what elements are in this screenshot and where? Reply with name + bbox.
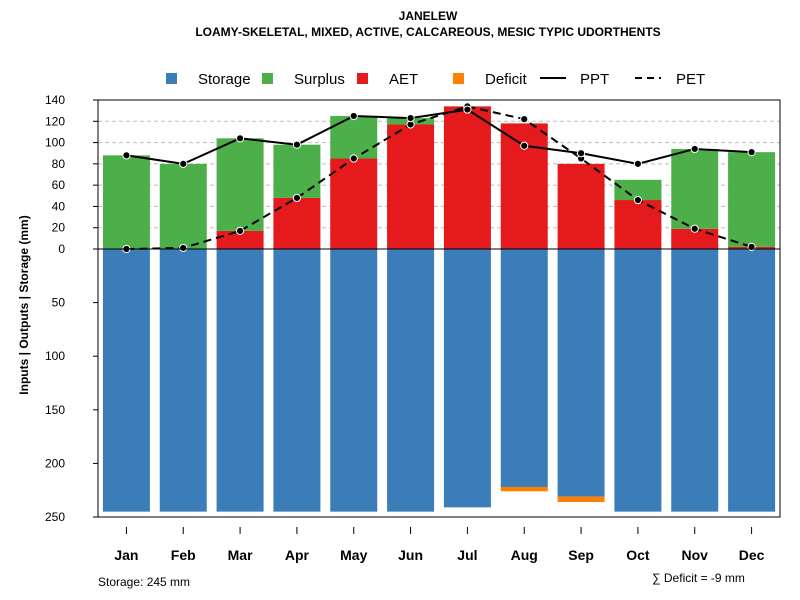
pet-point bbox=[349, 154, 358, 163]
x-tick-label: Sep bbox=[568, 547, 594, 563]
ppt-point bbox=[122, 151, 131, 160]
y-tick-label: 200 bbox=[45, 456, 65, 470]
y-tick-label: 40 bbox=[52, 199, 66, 213]
pet-point bbox=[690, 224, 699, 233]
x-tick-label: Jul bbox=[457, 547, 477, 563]
surplus-bar bbox=[102, 155, 150, 249]
y-tick-label: 20 bbox=[52, 221, 66, 235]
surplus-bar bbox=[273, 144, 321, 198]
legend-deficit-swatch bbox=[453, 73, 464, 84]
y-tick-label: 140 bbox=[45, 93, 65, 107]
x-tick-label: Dec bbox=[739, 547, 765, 563]
x-tick-label: Nov bbox=[682, 547, 709, 563]
x-tick-label: Jan bbox=[114, 547, 138, 563]
x-tick-label: Apr bbox=[285, 547, 310, 563]
ppt-point bbox=[406, 113, 415, 123]
ppt-point bbox=[235, 134, 245, 143]
chart-subtitle: LOAMY-SKELETAL, MIXED, ACTIVE, CALCAREOU… bbox=[195, 25, 660, 39]
pet-point bbox=[520, 115, 529, 124]
storage-bar bbox=[102, 249, 150, 512]
ppt-point bbox=[292, 140, 302, 149]
ppt-point bbox=[349, 111, 358, 121]
legend-surplus-label: Surplus bbox=[294, 71, 345, 88]
storage-bar bbox=[728, 249, 776, 512]
y-tick-label: 120 bbox=[45, 114, 65, 128]
x-tick-label: Feb bbox=[171, 547, 196, 563]
surplus-bar bbox=[330, 115, 378, 159]
storage-bar bbox=[216, 249, 264, 512]
y-tick-label: 150 bbox=[45, 403, 65, 417]
ppt-point bbox=[690, 144, 699, 154]
ppt-point bbox=[179, 159, 188, 168]
storage-bar bbox=[443, 249, 491, 508]
aet-bar bbox=[443, 106, 491, 249]
deficit-bar bbox=[500, 486, 548, 492]
surplus-bar bbox=[159, 163, 207, 249]
legend-aet-swatch bbox=[357, 73, 368, 84]
storage-bar bbox=[557, 249, 605, 497]
x-tick-label: Jun bbox=[398, 547, 423, 563]
y-tick-label: 80 bbox=[52, 157, 66, 171]
legend-aet-label: AET bbox=[389, 71, 418, 88]
storage-bar bbox=[500, 249, 548, 487]
y-tick-label: 250 bbox=[45, 510, 65, 524]
ppt-point bbox=[463, 105, 472, 114]
aet-bar bbox=[671, 228, 719, 249]
aet-bar bbox=[273, 197, 321, 249]
ppt-point bbox=[633, 159, 643, 168]
pet-point bbox=[292, 193, 302, 203]
ppt-point bbox=[576, 149, 586, 158]
legend-deficit-label: Deficit bbox=[485, 71, 528, 88]
aet-bar bbox=[557, 163, 605, 249]
pet-point bbox=[235, 226, 245, 236]
x-tick-label: Aug bbox=[511, 547, 538, 563]
ppt-point bbox=[520, 141, 529, 150]
y-tick-label: 0 bbox=[58, 242, 65, 256]
aet-bar bbox=[330, 158, 378, 249]
pet-point bbox=[633, 195, 643, 205]
deficit-bar bbox=[557, 496, 605, 502]
pet-point bbox=[179, 243, 188, 253]
chart-title: JANELEW bbox=[399, 9, 458, 23]
aet-bar bbox=[387, 124, 435, 249]
legend: Storage Surplus AET Deficit PPT PET bbox=[166, 71, 705, 88]
x-tick-label: Mar bbox=[228, 547, 253, 563]
pet-line bbox=[126, 105, 752, 250]
ppt-line bbox=[126, 108, 752, 165]
y-axis-title: Inputs | Outputs | Storage (mm) bbox=[17, 215, 31, 394]
surplus-bar bbox=[614, 179, 662, 201]
surplus-bar bbox=[728, 152, 776, 247]
plot-border bbox=[97, 99, 781, 518]
legend-surplus-swatch bbox=[262, 73, 273, 84]
legend-storage-swatch bbox=[166, 73, 177, 84]
storage-bar bbox=[273, 249, 321, 512]
storage-bar bbox=[387, 249, 435, 512]
x-tick-label: May bbox=[340, 547, 367, 563]
surplus-bar bbox=[671, 148, 719, 229]
storage-bar bbox=[159, 249, 207, 512]
surplus-bar bbox=[216, 138, 264, 231]
storage-bar bbox=[671, 249, 719, 512]
aet-bar bbox=[216, 230, 264, 249]
y-tick-label: 50 bbox=[52, 296, 66, 310]
ppt-point bbox=[747, 148, 756, 157]
deficit-note: ∑ Deficit = -9 mm bbox=[652, 571, 745, 585]
x-tick-label: Oct bbox=[626, 547, 650, 563]
legend-pet-label: PET bbox=[676, 71, 705, 88]
storage-bar bbox=[330, 249, 378, 512]
y-tick-label: 60 bbox=[52, 178, 66, 192]
y-tick-label: 100 bbox=[45, 136, 65, 150]
storage-note: Storage: 245 mm bbox=[98, 575, 190, 589]
legend-storage-label: Storage bbox=[198, 71, 251, 88]
y-tick-label: 100 bbox=[45, 349, 65, 363]
storage-bar bbox=[614, 249, 662, 512]
legend-ppt-label: PPT bbox=[580, 71, 609, 88]
